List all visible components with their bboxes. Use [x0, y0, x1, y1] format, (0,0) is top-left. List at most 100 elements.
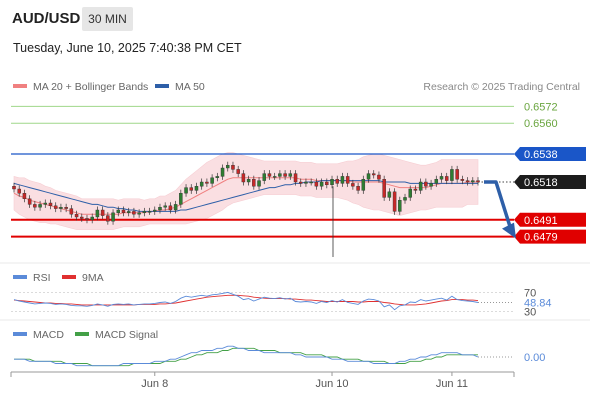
candle-body [147, 211, 152, 213]
macd-legend-swatch [13, 332, 27, 336]
candle-body [325, 181, 329, 185]
level-tag-0.6491 [514, 212, 586, 227]
currency-pair-title: AUD/USD [12, 10, 81, 27]
candle-body [205, 181, 209, 184]
price-panel: 0.6572 0.6560 0.6538 0.6518 0.6491 0.6479 [11, 101, 586, 257]
candle-body [231, 164, 235, 170]
x-tick-label: Jun 11 [436, 378, 468, 390]
ma50-legend-label: MA 50 [175, 81, 205, 93]
candle-body [132, 211, 136, 215]
level-label-0.6491: 0.6491 [524, 215, 558, 227]
candle-body [330, 178, 334, 185]
candle-body [33, 204, 37, 208]
candle-body [444, 176, 449, 181]
bollinger-band [13, 152, 479, 230]
candle-body [241, 173, 246, 183]
candle-body [90, 216, 94, 220]
candle-body [272, 176, 277, 178]
credit-text: Research © 2025 Trading Central [423, 81, 580, 93]
ma20-legend-swatch [13, 84, 27, 88]
macd-line [14, 345, 479, 367]
forecast-arrow-head [502, 222, 516, 239]
interval-badge[interactable]: 30 MIN [82, 7, 133, 31]
candle-body [59, 206, 63, 209]
rsi-legend-label: RSI [33, 272, 51, 284]
rsi-tick-label-30: 30 [524, 307, 536, 319]
candle-body [74, 213, 79, 218]
candle-body [471, 180, 475, 183]
candle-body [398, 199, 402, 212]
candle-body [361, 178, 366, 191]
candle-body [126, 211, 131, 213]
candle-body [17, 188, 21, 194]
candle-body [194, 185, 199, 191]
candle-body [403, 197, 407, 201]
candle-body [95, 209, 100, 218]
candle-body [64, 206, 68, 209]
candle-body [106, 215, 110, 222]
candle-body [298, 181, 303, 184]
candle-body [48, 202, 53, 206]
candle-body [408, 188, 412, 198]
candle-body [371, 173, 376, 176]
candle-body [278, 173, 282, 177]
level-label-0.6560: 0.6560 [524, 118, 558, 130]
candle-body [345, 176, 350, 184]
candle-body [455, 169, 459, 180]
candle-body [252, 178, 256, 187]
candle-body [366, 173, 371, 180]
candle-body [418, 181, 423, 191]
candle-body [439, 176, 444, 180]
candle-body [351, 183, 355, 187]
x-tick-label: Jun 8 [141, 378, 168, 390]
candle-body [460, 178, 465, 181]
rsi-legend-swatch [13, 275, 27, 279]
candle-body [168, 205, 173, 211]
candle-body [80, 216, 84, 219]
rsi-ma-line [13, 294, 479, 306]
candle-body [85, 218, 89, 220]
level-label-0.6518: 0.6518 [524, 177, 558, 189]
ma50-line [13, 180, 478, 212]
candle-body [27, 198, 32, 205]
macd-signal-line [14, 347, 478, 367]
candle-body [179, 192, 183, 205]
candle-body [153, 209, 157, 212]
candle-body [38, 204, 42, 208]
candle-body [100, 209, 105, 216]
candle-body [199, 181, 204, 187]
candle-body [215, 176, 220, 178]
candle-body [257, 180, 261, 187]
candle-body [450, 169, 454, 181]
level-tag-0.6518 [514, 175, 586, 189]
candle-body [158, 206, 162, 211]
macd-signal-legend-label: MACD Signal [95, 329, 158, 341]
candle-body [424, 181, 428, 187]
candle-body [283, 173, 287, 177]
candle-body [429, 183, 433, 187]
rsi-legend: RSI 9MA [13, 272, 104, 284]
candle-body [163, 205, 167, 208]
candle-body [413, 188, 418, 191]
candle-body [173, 204, 178, 211]
candle-body [335, 178, 339, 184]
candle-body [288, 173, 293, 177]
candle-body [314, 181, 319, 187]
candle-body [220, 167, 225, 177]
candle-body [43, 202, 48, 205]
rsi-current-value: 48.84 [524, 297, 552, 309]
candle-body [309, 181, 313, 184]
candle-body [137, 212, 141, 215]
ma20-line [13, 177, 478, 215]
timestamp: Tuesday, June 10, 2025 7:40:38 PM CET [13, 41, 242, 55]
x-axis: Jun 8 Jun 10 Jun 11 [10, 371, 515, 390]
level-label-0.6479: 0.6479 [524, 232, 558, 244]
candle-body [111, 212, 115, 222]
candle-body [12, 185, 16, 190]
candle-body [377, 174, 381, 180]
rsi-line [13, 291, 479, 311]
rsi-ma-legend-label: 9MA [82, 272, 104, 284]
candle-body [69, 208, 74, 215]
